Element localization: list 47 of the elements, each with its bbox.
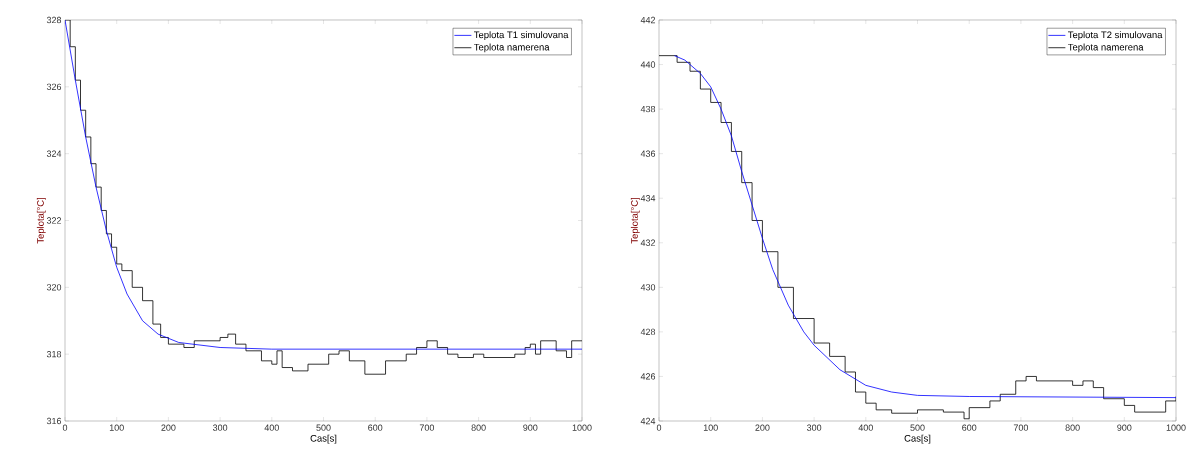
x-tick-label: 700 — [419, 424, 435, 431]
y-tick-label: 430 — [640, 284, 656, 291]
y-tick-label: 316 — [46, 417, 62, 425]
x-tick-label: 200 — [755, 424, 770, 431]
y-tick-label: 436 — [640, 150, 656, 157]
y-axis-title: Teplota[°C] — [36, 197, 46, 244]
x-tick-label: 100 — [703, 424, 718, 431]
y-tick-label: 438 — [640, 105, 656, 113]
x-tick-label: 300 — [212, 424, 228, 431]
y-tick-label: 318 — [46, 350, 62, 358]
x-tick-label: 700 — [1013, 424, 1029, 431]
y-tick-label: 424 — [640, 417, 656, 425]
x-tick-label: 900 — [1117, 424, 1132, 431]
legend-label: Teplota T1 simulovana — [473, 31, 569, 41]
y-tick-label: 328 — [46, 16, 62, 24]
x-tick-label: 300 — [806, 424, 822, 431]
legend-label: Teplota T2 simulovana — [1068, 31, 1163, 41]
legend-label: Teplota namerena — [473, 43, 550, 53]
y-tick-label: 442 — [640, 16, 656, 24]
x-tick-label: 800 — [1065, 424, 1080, 431]
x-tick-label: 1000 — [1166, 424, 1186, 431]
x-tick-label: 0 — [62, 424, 68, 431]
x-tick-label: 900 — [523, 424, 538, 431]
y-axis-title: Teplota[°C] — [630, 197, 640, 244]
x-tick-label: 600 — [368, 424, 383, 431]
x-tick-label: 500 — [316, 424, 331, 431]
x-axis-title: Cas[s] — [904, 434, 931, 444]
x-tick-label: 100 — [109, 424, 124, 431]
x-tick-label: 400 — [264, 424, 279, 431]
x-axis-title: Cas[s] — [310, 434, 337, 444]
y-tick-label: 426 — [640, 373, 656, 380]
x-tick-label: 500 — [910, 424, 925, 431]
x-tick-label: 1000 — [572, 424, 592, 431]
x-tick-label: 800 — [471, 424, 486, 431]
x-tick-label: 200 — [161, 424, 176, 431]
y-tick-label: 320 — [46, 284, 62, 291]
y-tick-label: 440 — [640, 61, 656, 68]
y-tick-label: 428 — [640, 328, 656, 336]
y-tick-label: 322 — [46, 217, 62, 224]
y-tick-label: 326 — [46, 83, 62, 91]
y-tick-label: 324 — [46, 150, 62, 157]
x-tick-label: 0 — [656, 424, 662, 431]
x-tick-label: 600 — [962, 424, 977, 431]
y-tick-label: 434 — [640, 195, 656, 202]
x-tick-label: 400 — [858, 424, 873, 431]
y-tick-label: 432 — [640, 239, 656, 246]
legend-label: Teplota namerena — [1068, 43, 1144, 53]
